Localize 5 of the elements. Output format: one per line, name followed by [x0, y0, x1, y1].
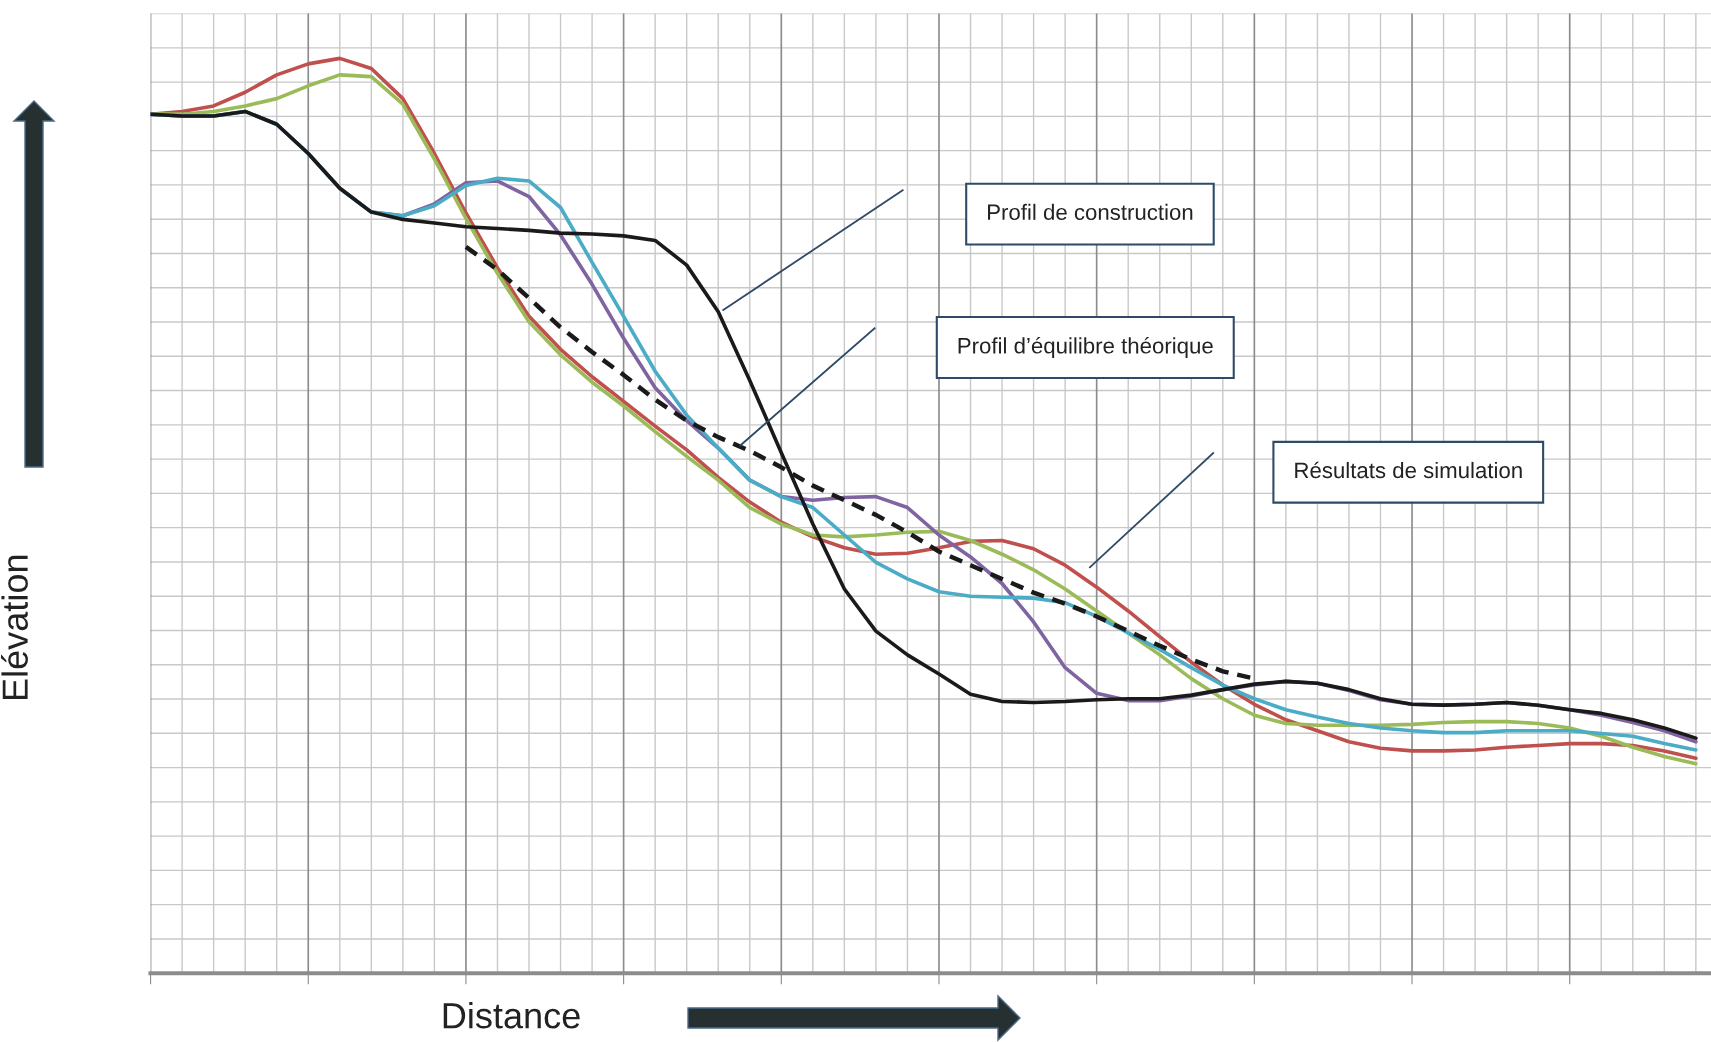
x-axis-title: Distance — [443, 1002, 580, 1029]
annotation: Résultats de simulation — [1295, 461, 1522, 479]
annotation: Profil de construction — [988, 203, 1193, 221]
annotation: Profil d’équilibre théorique — [958, 337, 1213, 358]
y-axis-title: Elévation — [1, 555, 28, 700]
